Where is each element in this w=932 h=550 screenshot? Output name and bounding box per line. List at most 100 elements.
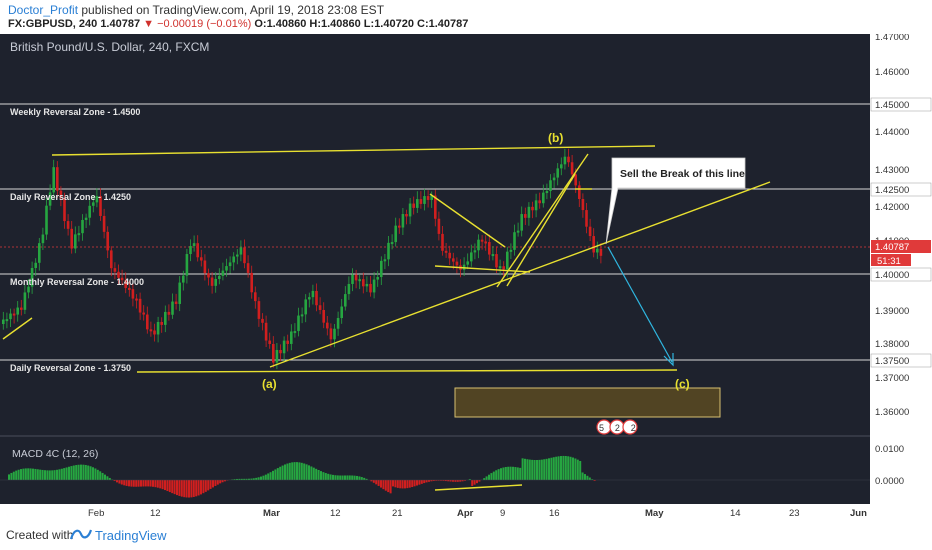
macd-bar	[267, 473, 270, 480]
callout-bubble[interactable]	[605, 157, 746, 245]
macd-bar	[269, 472, 272, 480]
candle-body	[239, 247, 243, 255]
candle-body	[207, 273, 210, 278]
candle-body	[380, 260, 383, 278]
macd-bar	[370, 480, 373, 482]
candle-body	[84, 217, 88, 220]
candle-body	[592, 236, 595, 253]
candle-body	[405, 214, 408, 217]
candle-body	[117, 271, 120, 278]
wave-label-a: (a)	[262, 377, 277, 391]
macd-bar	[406, 480, 409, 489]
candle-body	[477, 239, 480, 251]
candle-body	[59, 190, 63, 199]
macd-axis-labels: 0.0100 0.0000	[875, 444, 904, 487]
svg-text:23: 23	[789, 508, 800, 519]
macd-bar	[524, 458, 526, 480]
macd-bar	[240, 478, 243, 480]
macd-bar	[387, 480, 390, 493]
macd-bar	[468, 479, 471, 480]
candle-body	[225, 266, 228, 271]
candle-body	[412, 203, 415, 208]
candle-body	[9, 313, 12, 320]
macd-histogram	[8, 455, 596, 498]
macd-bar	[164, 480, 166, 491]
macd-bar	[394, 480, 397, 488]
chart-canvas[interactable]: Sell the Break of this line British Poun…	[0, 32, 932, 520]
wave-label-b: (b)	[548, 131, 563, 145]
time-axis[interactable]	[0, 504, 932, 520]
candle-body	[326, 322, 329, 329]
svg-text:May: May	[645, 508, 664, 519]
macd-bar	[252, 478, 255, 480]
macd-bar	[540, 459, 543, 480]
last-price: 1.40787	[100, 18, 141, 30]
macd-bar	[507, 466, 510, 480]
candle-body	[146, 314, 149, 330]
macd-bar	[334, 475, 337, 480]
macd-bar	[46, 470, 49, 480]
candle-body	[408, 203, 412, 217]
macd-bar	[442, 480, 445, 481]
publish-line: Doctor_Profit published on TradingView.c…	[8, 3, 384, 17]
candle-body	[351, 274, 354, 284]
candle-body	[488, 242, 491, 255]
macd-bar	[344, 475, 346, 480]
macd-bar	[584, 474, 586, 480]
footer: Created with TradingView	[0, 520, 932, 550]
candle-body	[27, 286, 30, 293]
candle-body	[232, 256, 235, 263]
macd-bar	[224, 480, 226, 482]
target-zone-box[interactable]	[454, 387, 721, 418]
macd-bar	[315, 468, 318, 480]
events-badge[interactable]: 5 2 2	[596, 419, 640, 435]
candle-body	[441, 233, 444, 251]
candle-body	[228, 262, 232, 267]
macd-bar	[15, 470, 18, 480]
candle-body	[167, 311, 171, 315]
macd-bar	[264, 474, 267, 480]
candle-body	[470, 252, 473, 262]
candle-body	[452, 258, 455, 262]
candle-body	[110, 250, 113, 269]
macd-bar	[416, 480, 418, 486]
macd-bar	[75, 465, 78, 480]
candle-body	[102, 215, 106, 232]
candle-body	[484, 241, 487, 244]
candle-body	[354, 274, 358, 281]
candle-body	[5, 319, 9, 322]
macd-bar	[360, 477, 363, 480]
candle-body	[20, 307, 23, 310]
candle-body	[88, 205, 91, 218]
macd-bar	[389, 480, 392, 494]
macd-bar	[452, 480, 454, 482]
chart-area[interactable]: Sell the Break of this line British Poun…	[0, 32, 932, 520]
candle-body	[599, 248, 603, 256]
candle-body	[63, 198, 66, 222]
svg-text:1.40000: 1.40000	[875, 270, 909, 281]
candle-body	[545, 191, 549, 194]
macd-bar	[392, 480, 394, 487]
zone-label-monthly: Monthly Reversal Zone - 1.4000	[10, 277, 144, 287]
macd-bar	[183, 480, 186, 498]
candle-body	[182, 275, 185, 283]
tradingview-brand[interactable]: TradingView	[95, 528, 167, 543]
macd-bar	[308, 465, 310, 480]
candle-body	[437, 218, 441, 234]
macd-bar	[576, 459, 579, 480]
candle-body	[538, 200, 541, 204]
macd-bar	[440, 480, 442, 481]
macd-bar	[108, 477, 111, 480]
macd-bar	[147, 480, 150, 487]
candle-body	[358, 279, 361, 282]
macd-bar	[68, 466, 70, 480]
macd-bar	[216, 480, 219, 485]
author-link[interactable]: Doctor_Profit	[8, 3, 79, 17]
candle-body	[520, 214, 523, 231]
candle-body	[549, 180, 552, 192]
macd-bar	[171, 480, 174, 494]
candle-body	[556, 168, 559, 178]
macd-bar	[17, 469, 20, 480]
macd-bar	[312, 467, 315, 480]
candle-body	[513, 232, 516, 250]
